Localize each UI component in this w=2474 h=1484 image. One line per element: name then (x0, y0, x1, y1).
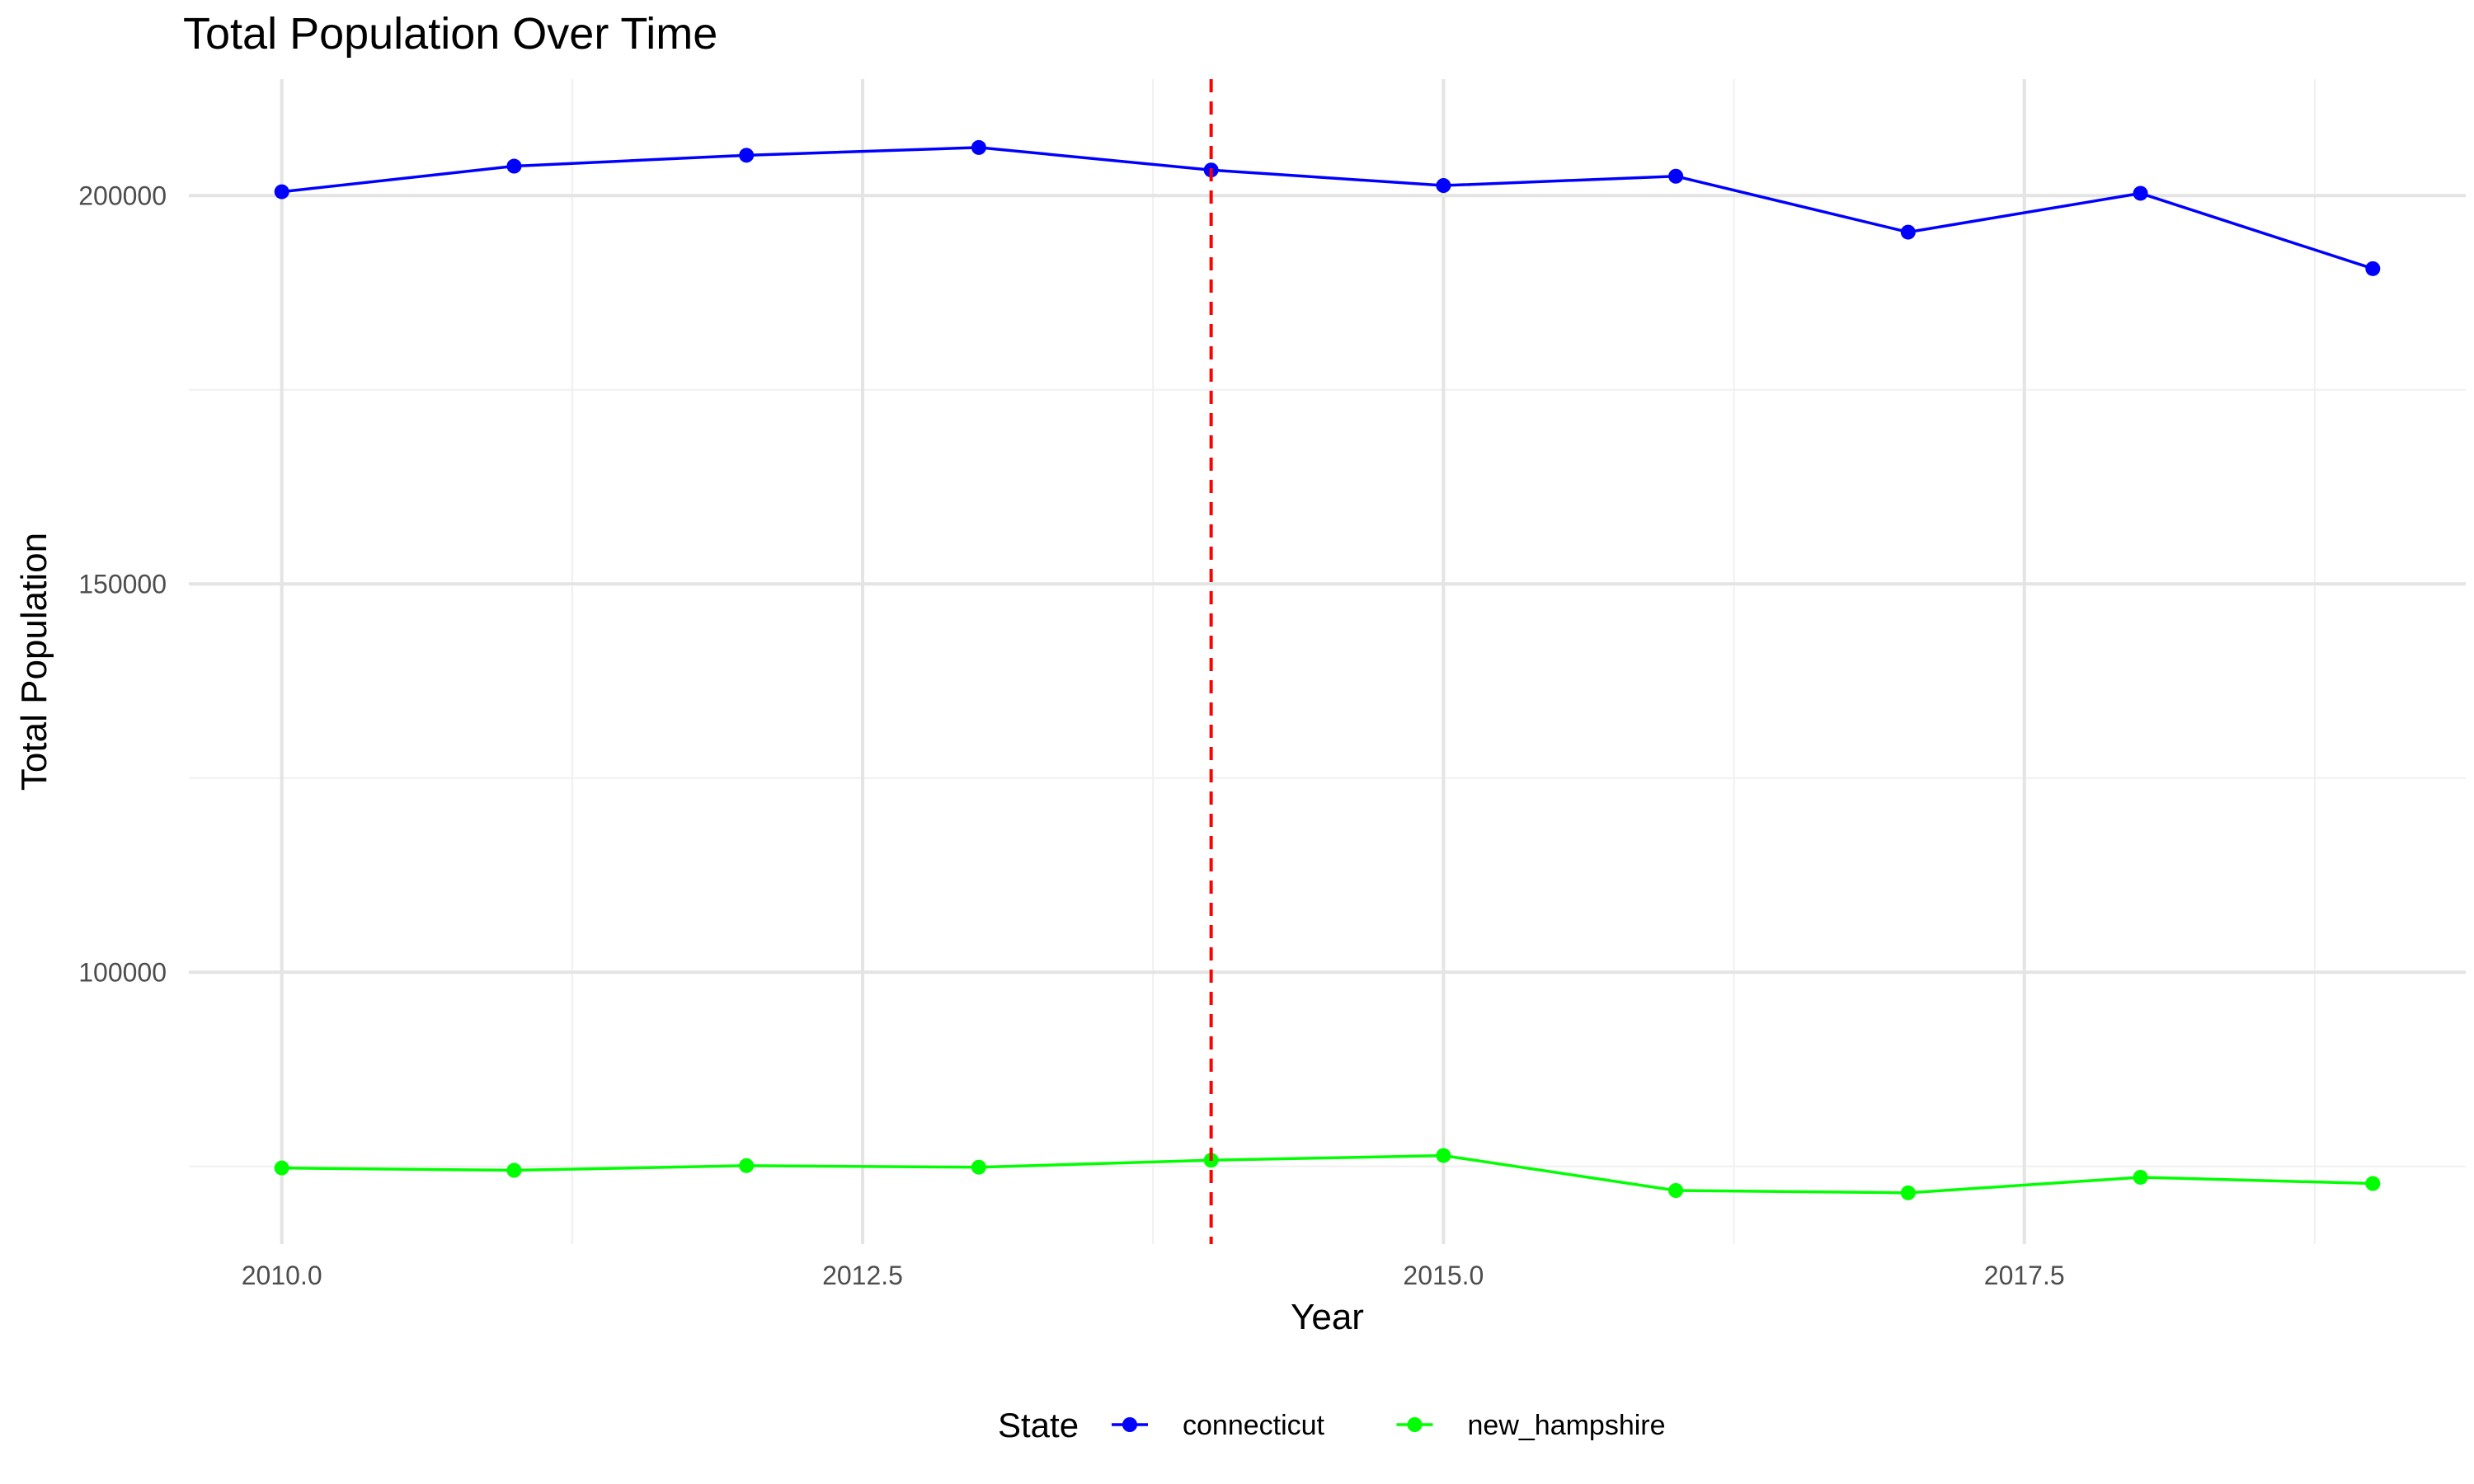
data-point-new_hampshire (1900, 1185, 1916, 1200)
x-tick-label: 2017.5 (1984, 1261, 2065, 1290)
series-layer (274, 139, 2381, 1200)
data-point-connecticut (2365, 261, 2381, 276)
data-point-new_hampshire (971, 1159, 986, 1175)
data-point-new_hampshire (1668, 1183, 1684, 1199)
y-tick-label: 100000 (78, 957, 167, 987)
data-point-connecticut (2133, 186, 2148, 201)
data-point-connecticut (739, 148, 755, 163)
legend-key-point-new_hampshire (1407, 1417, 1423, 1432)
legend-label-connecticut: connecticut (1183, 1410, 1325, 1441)
series-line-new_hampshire (281, 1153, 2373, 1195)
data-point-new_hampshire (274, 1160, 289, 1176)
grid-minor (189, 79, 2466, 1244)
data-point-connecticut (1900, 224, 1916, 240)
data-point-new_hampshire (1436, 1148, 1451, 1163)
data-point-new_hampshire (2365, 1176, 2381, 1191)
legend: State connecticut new_hampshire (998, 1406, 1666, 1444)
legend-key-point-connecticut (1122, 1417, 1137, 1432)
x-tick-label: 2012.5 (822, 1261, 903, 1290)
data-point-connecticut (274, 184, 289, 200)
axis-labels: 2010.0 2012.5 2015.0 2017.5 100000 150000 2000… (14, 181, 2065, 1337)
chart-title: Total Population Over Time (183, 9, 718, 59)
data-point-new_hampshire (506, 1162, 522, 1178)
y-axis-title: Total Population (14, 533, 54, 791)
y-tick-label: 150000 (78, 569, 167, 599)
data-point-new_hampshire (739, 1158, 755, 1173)
x-tick-label: 2010.0 (242, 1261, 322, 1290)
series-line-connecticut (281, 146, 2373, 270)
legend-title: State (998, 1406, 1079, 1444)
y-tick-label: 200000 (78, 181, 167, 210)
data-point-connecticut (506, 158, 522, 174)
data-point-connecticut (971, 139, 986, 155)
x-axis-title: Year (1291, 1297, 1364, 1337)
grid-major (189, 79, 2466, 1244)
legend-label-new_hampshire: new_hampshire (1468, 1410, 1666, 1441)
x-tick-label: 2015.0 (1403, 1261, 1484, 1290)
data-point-connecticut (1668, 168, 1684, 184)
data-point-new_hampshire (2133, 1169, 2148, 1185)
data-point-connecticut (1436, 178, 1451, 194)
